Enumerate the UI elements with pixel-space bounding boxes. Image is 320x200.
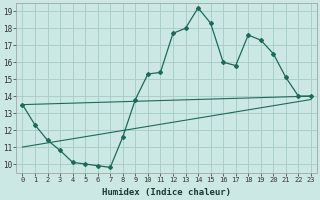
X-axis label: Humidex (Indice chaleur): Humidex (Indice chaleur) (102, 188, 231, 197)
